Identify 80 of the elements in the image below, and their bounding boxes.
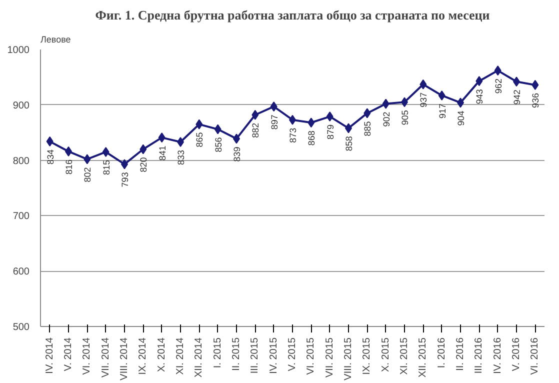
x-tick-label: II. 2015	[231, 337, 242, 371]
data-label: 820	[138, 157, 149, 172]
x-tick-label: III. 2016	[474, 337, 485, 374]
point	[438, 90, 446, 100]
data-label: 841	[157, 146, 168, 161]
x-tick-label: V. 2015	[287, 337, 298, 372]
data-label: 885	[362, 121, 373, 136]
point	[308, 118, 315, 128]
point	[84, 154, 91, 164]
data-label: 865	[194, 132, 205, 148]
y-tick-label: 1000	[7, 45, 30, 56]
chart-title: Фиг. 1. Средна брутна работна заплата общо за страната по месеци	[95, 8, 490, 22]
data-label: 873	[288, 128, 298, 143]
point	[46, 136, 54, 146]
x-tick-label: VIII. 2015	[343, 337, 354, 380]
x-tick-label: X. 2014	[156, 337, 168, 372]
data-label: 858	[344, 136, 354, 152]
x-tick-label: X. 2015	[380, 337, 392, 372]
x-tick-label: VI. 2016	[530, 337, 541, 375]
point	[420, 79, 427, 90]
point	[252, 110, 259, 120]
x-tick-label: VIII. 2014	[119, 337, 130, 380]
point	[382, 98, 390, 109]
x-tick-label: XI. 2015	[399, 337, 410, 375]
data-label: 816	[64, 159, 74, 174]
data-label: 942	[512, 90, 522, 105]
x-tick-label: IX. 2014	[138, 337, 149, 375]
data-label: 856	[213, 137, 224, 152]
x-tick-label: IX. 2015	[362, 337, 373, 375]
y-tick-label: 900	[12, 100, 30, 112]
x-tick-label: XII. 2014	[194, 337, 205, 378]
data-label: 902	[381, 112, 392, 127]
data-label: 802	[82, 167, 93, 182]
point	[326, 112, 334, 122]
data-label: 905	[400, 110, 410, 126]
point	[214, 124, 222, 134]
point	[532, 80, 539, 90]
x-tick-label: IV. 2015	[268, 337, 280, 374]
point	[196, 119, 203, 130]
x-tick-label: IV. 2014	[44, 337, 56, 374]
data-label: 833	[176, 150, 186, 166]
point	[476, 76, 483, 86]
data-label: 936	[530, 92, 541, 108]
point	[102, 146, 110, 157]
x-tick-label: V. 2016	[511, 337, 522, 372]
data-label: 793	[120, 172, 130, 188]
x-tick-label: I. 2015	[212, 337, 224, 368]
data-label: 879	[325, 124, 336, 140]
x-tick-label: III. 2015	[250, 337, 261, 374]
x-tick-label: XII. 2015	[418, 337, 429, 378]
y-tick-label: 800	[12, 156, 30, 167]
point	[364, 108, 371, 118]
data-label: 868	[306, 130, 317, 146]
x-tick-label: V. 2014	[63, 337, 74, 372]
x-tick-label: VI. 2015	[306, 337, 317, 375]
data-label: 882	[250, 122, 261, 138]
point	[158, 132, 166, 143]
x-tick-label: VI. 2014	[82, 337, 93, 375]
data-label: 962	[493, 78, 504, 94]
data-label: 897	[269, 114, 280, 130]
point	[494, 66, 502, 76]
x-tick-label: VII. 2014	[100, 337, 112, 378]
point	[270, 102, 278, 112]
y-axis-title: Левове	[40, 34, 71, 44]
y-tick-label: 500	[12, 322, 30, 333]
x-tick-label: II. 2016	[455, 337, 466, 371]
x-tick-label: I. 2016	[436, 337, 448, 368]
x-tick-label: XI. 2014	[175, 337, 186, 375]
data-label: 834	[45, 149, 56, 164]
data-label: 904	[456, 110, 466, 126]
x-tick-label: IV. 2016	[492, 337, 504, 374]
data-label: 839	[232, 146, 242, 162]
point	[140, 144, 147, 154]
y-tick-label: 600	[12, 266, 30, 278]
data-label: 917	[437, 103, 448, 118]
data-label: 943	[474, 89, 485, 104]
data-label: 937	[418, 92, 429, 108]
data-label: 815	[101, 160, 112, 176]
y-tick-label: 700	[12, 211, 30, 222]
x-tick-label: VII. 2015	[324, 337, 336, 378]
